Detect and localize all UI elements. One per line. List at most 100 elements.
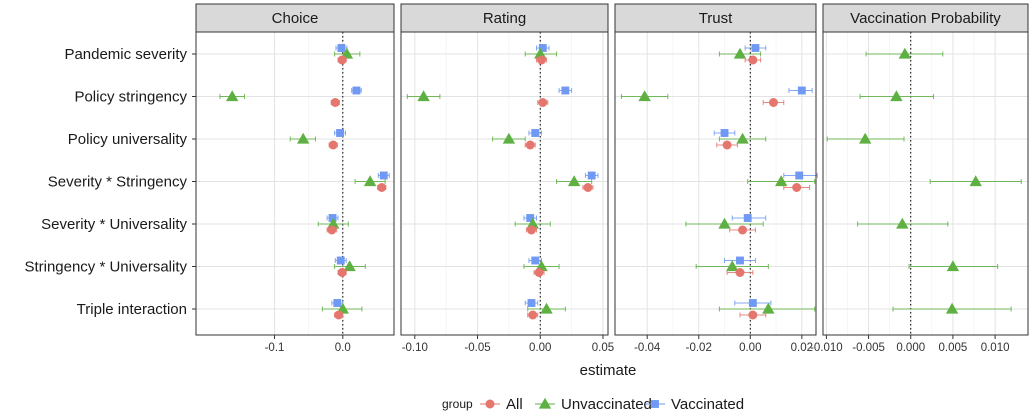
point-all	[748, 310, 758, 320]
point-all	[330, 98, 340, 107]
panel-border	[822, 31, 1029, 336]
point-unvaccinated	[343, 260, 356, 272]
point-unvaccinated	[896, 217, 909, 229]
plot-background	[196, 32, 394, 335]
point-vaccinated	[587, 171, 596, 180]
legend-marker-vaccinated	[651, 400, 659, 408]
x-tick-label: 0.010	[981, 342, 1010, 354]
legend-label-vaccinated: Vaccinated	[671, 396, 744, 413]
panel-choice: Choice -0.1 0.0	[195, 3, 395, 354]
x-tick-label: -0.05	[464, 342, 490, 354]
point-unvaccinated	[858, 132, 872, 144]
point-unvaccinated	[417, 90, 430, 102]
x-tick-label: -0.04	[634, 342, 661, 354]
point-vaccinated	[561, 86, 570, 95]
row-label-policy-stringency: Policy stringency	[74, 89, 187, 106]
point-unvaccinated	[225, 90, 239, 102]
point-vaccinated	[531, 129, 540, 137]
legend-marker-unvaccinated	[538, 397, 552, 409]
point-unvaccinated	[526, 217, 539, 229]
point-all	[738, 225, 748, 235]
panel-title: Trust	[699, 10, 733, 27]
x-tick-label: -0.010	[810, 342, 843, 354]
panel-title: Vaccination Probability	[850, 10, 1001, 27]
legend-title: group	[442, 397, 473, 411]
panel-strip	[400, 3, 609, 33]
point-unvaccinated	[638, 90, 651, 102]
panel-trust: Trust -0.04 -0.02 0.00 0.02	[614, 3, 818, 354]
point-all	[377, 183, 387, 192]
point-vaccinated	[736, 256, 744, 265]
x-tick-label: 0.05	[592, 342, 614, 354]
row-label-severity-stringency: Severity * Stringency	[48, 174, 188, 191]
point-all	[328, 140, 338, 150]
point-unvaccinated	[946, 260, 960, 272]
x-tick-label: 0.00	[739, 342, 761, 354]
row-labels: Pandemic severity Policy stringency Policy…	[24, 46, 196, 318]
point-vaccinated	[748, 299, 757, 307]
point-vaccinated	[336, 256, 345, 265]
point-vaccinated	[328, 214, 337, 222]
panel-rating: Rating -0.10 -0.05 0.00 0.05	[400, 3, 614, 354]
x-tick-label: 0.000	[896, 342, 925, 354]
point-vaccinated	[797, 86, 806, 95]
point-vaccinated	[531, 256, 540, 265]
point-unvaccinated	[762, 302, 775, 314]
point-all	[337, 268, 347, 277]
point-all	[528, 310, 538, 320]
panel-title: Choice	[272, 10, 319, 27]
panel-strip	[195, 3, 395, 33]
row-label-policy-universality: Policy universality	[68, 131, 188, 148]
x-axis-title: estimate	[580, 362, 637, 379]
x-tick-label: 0.005	[939, 342, 968, 354]
point-all	[334, 310, 344, 320]
x-tick-label: 0.0	[335, 342, 351, 354]
row-label-pandemic-severity: Pandemic severity	[64, 46, 187, 63]
point-unvaccinated	[296, 132, 310, 144]
point-all	[768, 98, 778, 107]
point-all	[337, 55, 347, 65]
x-tick-label: 0.00	[529, 342, 551, 354]
row-label-severity-universality: Severity * Universality	[41, 216, 187, 233]
point-all	[526, 225, 536, 235]
panel-border	[614, 31, 817, 336]
point-unvaccinated	[945, 302, 959, 314]
point-unvaccinated	[736, 132, 749, 144]
point-all	[534, 268, 544, 277]
point-all	[722, 140, 732, 150]
point-unvaccinated	[898, 47, 912, 59]
panel-border	[400, 31, 609, 336]
x-tick-label: -0.02	[686, 342, 712, 354]
point-vaccinated	[743, 214, 752, 222]
point-all	[748, 55, 758, 65]
legend-marker-all	[485, 399, 495, 409]
point-vaccinated	[751, 44, 760, 52]
plot-background	[823, 32, 1028, 335]
point-unvaccinated	[567, 175, 581, 187]
point-all	[735, 268, 745, 277]
legend-label-all: All	[506, 396, 523, 413]
point-unvaccinated	[502, 132, 516, 144]
point-vaccinated	[337, 44, 346, 52]
point-vaccinated	[352, 86, 361, 95]
x-tick-label: -0.005	[852, 342, 885, 354]
point-unvaccinated	[969, 175, 982, 187]
point-all	[538, 98, 548, 107]
point-all	[525, 140, 535, 150]
point-vaccinated	[379, 171, 388, 180]
point-unvaccinated	[726, 260, 739, 272]
point-vaccinated	[526, 214, 535, 222]
point-vaccinated	[795, 171, 804, 180]
point-unvaccinated	[718, 217, 731, 229]
x-tick-label: -0.1	[265, 342, 285, 354]
point-vaccinated	[336, 129, 344, 137]
point-unvaccinated	[534, 47, 547, 59]
point-unvaccinated	[540, 302, 553, 314]
point-unvaccinated	[733, 47, 747, 59]
x-tick-label: -0.10	[402, 342, 428, 354]
row-label-stringency-universality: Stringency * Universality	[24, 259, 187, 276]
point-unvaccinated	[890, 90, 903, 102]
point-all	[792, 183, 802, 192]
point-all	[327, 225, 337, 235]
